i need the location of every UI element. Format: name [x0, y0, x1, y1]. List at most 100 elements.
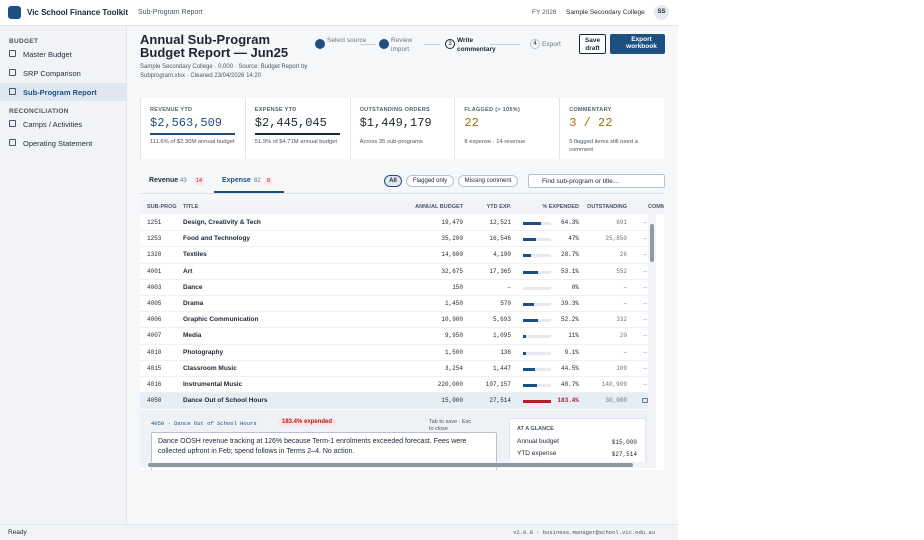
app-title: Vic School Finance Toolkit	[27, 8, 129, 17]
pct-expended: 39.3%	[560, 300, 579, 307]
version: v2.0.0 · business.manager@school.vic.edu…	[513, 529, 655, 536]
sub-program-code: 4001	[147, 267, 162, 275]
pct-expended: 47%	[568, 235, 579, 243]
ytd-expense: 107,157	[485, 381, 511, 388]
sub-program-title: Media	[183, 332, 202, 340]
step-label[interactable]: Write commentary	[457, 37, 496, 53]
sub-program-code: 4007	[147, 332, 162, 340]
nav-icon	[9, 88, 16, 95]
step-label[interactable]: Review import	[391, 37, 413, 53]
sub-program-title: Graphic Communication	[183, 316, 259, 324]
sub-program-code: 4006	[147, 316, 162, 324]
tab-flag: 14	[194, 177, 205, 185]
comment-status: –	[643, 283, 647, 291]
sub-program-code: 1253	[147, 235, 162, 243]
nav-icon	[9, 69, 16, 76]
logo	[8, 6, 21, 19]
nav-item[interactable]: SRP Comparison	[23, 69, 81, 78]
filter-pill[interactable]: Missing comment	[458, 175, 518, 187]
sub-program-code: 1320	[147, 251, 162, 259]
step-circle: 3	[445, 39, 455, 49]
sidebar: BUDGET Master Budget SRP Comparison Sub-Pro…	[0, 26, 127, 524]
step-label[interactable]: Select source	[327, 37, 367, 44]
pct-bar	[523, 400, 551, 404]
pct-track	[523, 384, 551, 387]
nav-item[interactable]: Camps / Activities	[23, 120, 83, 129]
table-row[interactable]	[140, 393, 648, 410]
pct-track	[523, 254, 551, 258]
step-label[interactable]: Export	[542, 41, 561, 48]
kpi-label: OUTSTANDING ORDERS	[359, 107, 430, 113]
pct-expended: 0%	[571, 283, 579, 291]
table-row[interactable]	[140, 296, 648, 313]
kpi-value: $2,445,045	[254, 116, 327, 130]
comment-status: –	[643, 381, 647, 388]
annual-budget: 15,000	[441, 397, 463, 405]
nav-item[interactable]: Master Budget	[23, 50, 72, 59]
pct-bar	[523, 384, 537, 387]
pct-track	[523, 400, 551, 404]
save-draft-button[interactable]: Save draft	[579, 34, 606, 54]
comment-icon[interactable]	[642, 398, 648, 404]
nav-item[interactable]: Operating Statement	[23, 139, 93, 148]
glance-card: AT A GLANCE Annual budget $15,000 YTD expen…	[509, 418, 646, 468]
sub-program-title: Instrumental Music	[183, 381, 243, 388]
annual-budget: 220,000	[437, 381, 463, 388]
table-row[interactable]	[140, 264, 648, 280]
school[interactable]: Sample Secondary College	[566, 9, 645, 16]
glance-value: $15,000	[611, 439, 637, 446]
filter-pill[interactable]: All	[384, 175, 402, 187]
step-circle	[379, 39, 389, 49]
table-row[interactable]	[140, 377, 648, 394]
nav-item[interactable]: Sub-Program Report	[23, 88, 97, 97]
tab-label[interactable]: Expense	[222, 177, 251, 184]
export-button[interactable]: Export workbook	[610, 34, 665, 54]
tab-label[interactable]: Revenue	[149, 177, 179, 184]
table-row[interactable]	[140, 247, 648, 264]
comment-status: –	[643, 364, 647, 372]
pct-bar	[523, 335, 527, 339]
tab-underline	[214, 191, 284, 193]
sub-program-code: 4003	[147, 283, 162, 291]
comment-status: –	[643, 316, 647, 324]
kpi-label: EXPENSE YTD	[254, 107, 297, 113]
table-row[interactable]	[140, 328, 648, 345]
breadcrumb: Sub-Program Report	[138, 9, 203, 16]
ytd-expense: 17,365	[489, 267, 511, 275]
kpi-note: 111.6% of $2.30M annual budget	[150, 139, 235, 145]
glance-label: Annual budget	[517, 438, 559, 445]
sidebar-heading: RECONCILIATION	[9, 108, 69, 115]
table-row[interactable]	[140, 215, 648, 232]
filter-pill[interactable]: Flagged only	[406, 175, 454, 187]
table-row[interactable]	[140, 361, 648, 377]
search-box[interactable]: Find sub-program or title…	[528, 174, 665, 188]
sub-program-title: Dance Out of School Hours	[183, 397, 268, 405]
table-row[interactable]	[140, 345, 648, 361]
page-meta: Sample Secondary College · 0,000 · Sourc…	[140, 64, 308, 79]
annual-budget: 32,675	[441, 267, 463, 275]
sub-program-code: 4015	[147, 364, 162, 372]
glance-value: $27,514	[611, 451, 637, 458]
kpi-label: REVENUE YTD	[150, 107, 193, 113]
save-hint: Tab to save · Esc to close	[429, 419, 472, 432]
pct-bar	[523, 254, 532, 258]
outstanding: –	[623, 283, 627, 291]
page-title: Annual Sub-Program Budget Report — Jun25	[140, 32, 289, 60]
glance-label: YTD expense	[517, 450, 557, 457]
outstanding: 691	[616, 219, 627, 226]
column-header: ANNUAL BUDGET	[415, 204, 463, 210]
sub-program-title: Classroom Music	[183, 364, 237, 372]
table-row[interactable]	[140, 312, 648, 329]
outstanding: 26	[619, 251, 627, 259]
pct-track	[523, 286, 551, 290]
kpi-note: 8 expense · 14 revenue	[464, 139, 526, 145]
annual-budget: 1,500	[444, 348, 463, 356]
table-row[interactable]	[140, 280, 648, 296]
ytd-expense: 1,447	[492, 364, 511, 372]
sub-program-title: Dance	[183, 283, 203, 291]
ytd-expense: 570	[500, 300, 511, 307]
table-row[interactable]	[140, 231, 648, 248]
avatar[interactable]: SS	[654, 5, 669, 20]
glance-title: AT A GLANCE	[517, 426, 554, 432]
